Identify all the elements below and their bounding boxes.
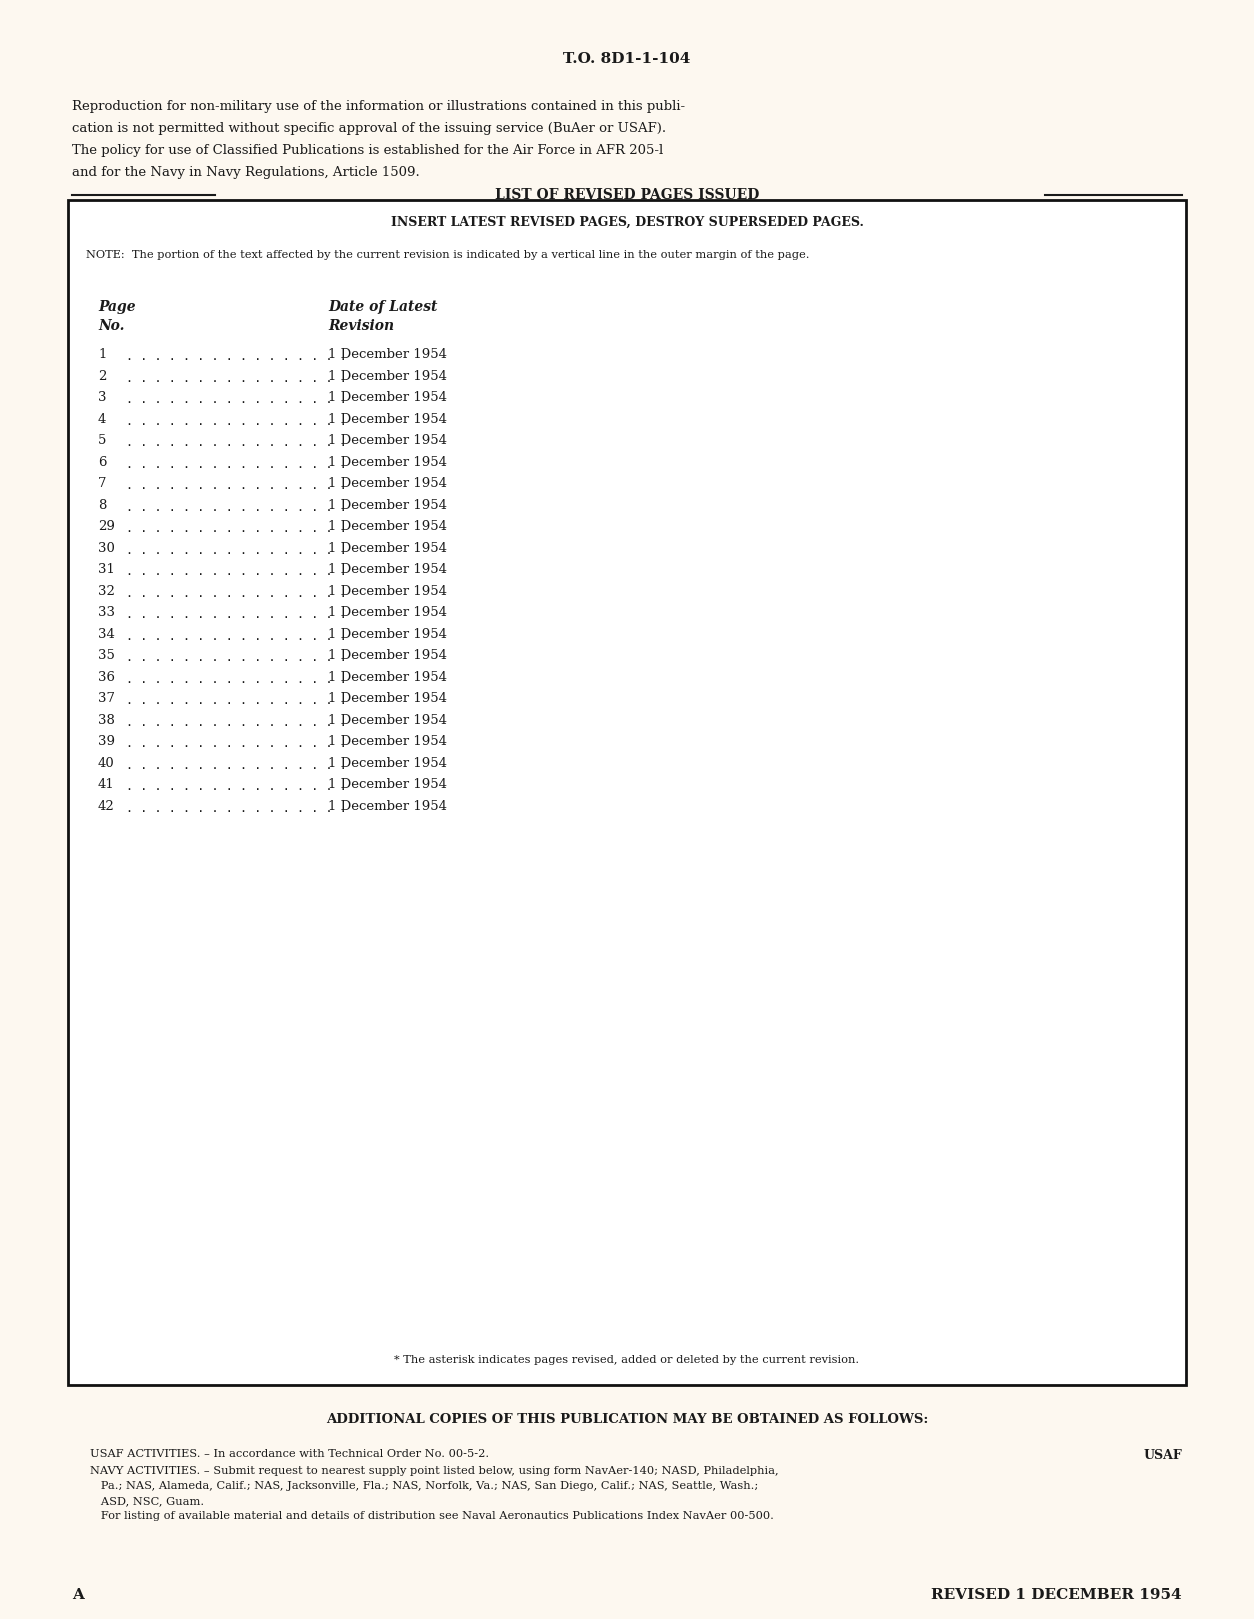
Text: ASD, NSC, Guam.: ASD, NSC, Guam. bbox=[90, 1496, 204, 1506]
Text: 35: 35 bbox=[98, 649, 115, 662]
Text: 1 December 1954: 1 December 1954 bbox=[329, 735, 446, 748]
Text: 1 December 1954: 1 December 1954 bbox=[329, 714, 446, 727]
Text: . . . . . . . . . . . . . . . .: . . . . . . . . . . . . . . . . bbox=[125, 609, 354, 622]
Text: . . . . . . . . . . . . . . . .: . . . . . . . . . . . . . . . . bbox=[125, 565, 354, 578]
Text: 1 December 1954: 1 December 1954 bbox=[329, 756, 446, 769]
Text: 1 December 1954: 1 December 1954 bbox=[329, 584, 446, 597]
Text: cation is not permitted without specific approval of the issuing service (BuAer : cation is not permitted without specific… bbox=[71, 121, 666, 134]
Text: 1 December 1954: 1 December 1954 bbox=[329, 691, 446, 704]
Text: 2: 2 bbox=[98, 369, 107, 382]
Text: 1 December 1954: 1 December 1954 bbox=[329, 413, 446, 426]
Text: 1 December 1954: 1 December 1954 bbox=[329, 520, 446, 533]
Text: 32: 32 bbox=[98, 584, 115, 597]
Text: 37: 37 bbox=[98, 691, 115, 704]
Text: 1 December 1954: 1 December 1954 bbox=[329, 800, 446, 813]
Text: . . . . . . . . . . . . . . . .: . . . . . . . . . . . . . . . . bbox=[125, 436, 354, 448]
Text: For listing of available material and details of distribution see Naval Aeronaut: For listing of available material and de… bbox=[90, 1511, 774, 1520]
Text: 38: 38 bbox=[98, 714, 115, 727]
Text: 40: 40 bbox=[98, 756, 115, 769]
Text: NOTE:  The portion of the text affected by the current revision is indicated by : NOTE: The portion of the text affected b… bbox=[87, 249, 810, 261]
Text: Pa.; NAS, Alameda, Calif.; NAS, Jacksonville, Fla.; NAS, Norfolk, Va.; NAS, San : Pa.; NAS, Alameda, Calif.; NAS, Jacksonv… bbox=[90, 1481, 759, 1491]
Text: 8: 8 bbox=[98, 499, 107, 512]
Text: 1 December 1954: 1 December 1954 bbox=[329, 649, 446, 662]
Text: 39: 39 bbox=[98, 735, 115, 748]
Text: 1 December 1954: 1 December 1954 bbox=[329, 670, 446, 683]
Text: 30: 30 bbox=[98, 541, 115, 554]
Text: 1 December 1954: 1 December 1954 bbox=[329, 392, 446, 405]
Text: 6: 6 bbox=[98, 455, 107, 468]
Text: . . . . . . . . . . . . . . . .: . . . . . . . . . . . . . . . . bbox=[125, 458, 354, 471]
Text: . . . . . . . . . . . . . . . .: . . . . . . . . . . . . . . . . bbox=[125, 393, 354, 406]
Text: . . . . . . . . . . . . . . . .: . . . . . . . . . . . . . . . . bbox=[125, 414, 354, 427]
Text: ADDITIONAL COPIES OF THIS PUBLICATION MAY BE OBTAINED AS FOLLOWS:: ADDITIONAL COPIES OF THIS PUBLICATION MA… bbox=[326, 1413, 928, 1426]
Text: A: A bbox=[71, 1588, 84, 1601]
Text: No.: No. bbox=[98, 319, 124, 334]
Text: . . . . . . . . . . . . . . . .: . . . . . . . . . . . . . . . . bbox=[125, 544, 354, 557]
Text: 31: 31 bbox=[98, 563, 115, 576]
Text: . . . . . . . . . . . . . . . .: . . . . . . . . . . . . . . . . bbox=[125, 716, 354, 729]
Text: 1 December 1954: 1 December 1954 bbox=[329, 779, 446, 792]
Text: INSERT LATEST REVISED PAGES, DESTROY SUPERSEDED PAGES.: INSERT LATEST REVISED PAGES, DESTROY SUP… bbox=[390, 215, 864, 228]
Text: * The asterisk indicates pages revised, added or deleted by the current revision: * The asterisk indicates pages revised, … bbox=[395, 1355, 859, 1365]
Bar bbox=[68, 201, 1186, 1384]
Text: . . . . . . . . . . . . . . . .: . . . . . . . . . . . . . . . . bbox=[125, 672, 354, 685]
Text: . . . . . . . . . . . . . . . .: . . . . . . . . . . . . . . . . bbox=[125, 780, 354, 793]
Text: . . . . . . . . . . . . . . . .: . . . . . . . . . . . . . . . . bbox=[125, 586, 354, 599]
Text: The policy for use of Classified Publications is established for the Air Force i: The policy for use of Classified Publica… bbox=[71, 144, 663, 157]
Text: 1 December 1954: 1 December 1954 bbox=[329, 499, 446, 512]
Text: 1 December 1954: 1 December 1954 bbox=[329, 628, 446, 641]
Text: 1: 1 bbox=[98, 348, 107, 361]
Text: . . . . . . . . . . . . . . . .: . . . . . . . . . . . . . . . . bbox=[125, 651, 354, 664]
Text: . . . . . . . . . . . . . . . .: . . . . . . . . . . . . . . . . bbox=[125, 801, 354, 814]
Text: T.O. 8D1-1-104: T.O. 8D1-1-104 bbox=[563, 52, 691, 66]
Text: NAVY ACTIVITIES. – Submit request to nearest supply point listed below, using fo: NAVY ACTIVITIES. – Submit request to nea… bbox=[90, 1465, 779, 1477]
Text: . . . . . . . . . . . . . . . .: . . . . . . . . . . . . . . . . bbox=[125, 737, 354, 750]
Text: LIST OF REVISED PAGES ISSUED: LIST OF REVISED PAGES ISSUED bbox=[495, 188, 759, 202]
Text: . . . . . . . . . . . . . . . .: . . . . . . . . . . . . . . . . bbox=[125, 630, 354, 643]
Text: 33: 33 bbox=[98, 606, 115, 618]
Text: . . . . . . . . . . . . . . . .: . . . . . . . . . . . . . . . . bbox=[125, 371, 354, 384]
Text: 1 December 1954: 1 December 1954 bbox=[329, 606, 446, 618]
Text: 1 December 1954: 1 December 1954 bbox=[329, 478, 446, 491]
Text: 1 December 1954: 1 December 1954 bbox=[329, 563, 446, 576]
Text: 3: 3 bbox=[98, 392, 107, 405]
Text: . . . . . . . . . . . . . . . .: . . . . . . . . . . . . . . . . bbox=[125, 350, 354, 363]
Text: 5: 5 bbox=[98, 434, 107, 447]
Text: . . . . . . . . . . . . . . . .: . . . . . . . . . . . . . . . . bbox=[125, 695, 354, 708]
Text: 1 December 1954: 1 December 1954 bbox=[329, 348, 446, 361]
Text: 1 December 1954: 1 December 1954 bbox=[329, 434, 446, 447]
Text: 7: 7 bbox=[98, 478, 107, 491]
Text: . . . . . . . . . . . . . . . .: . . . . . . . . . . . . . . . . bbox=[125, 500, 354, 513]
Text: Reproduction for non-military use of the information or illustrations contained : Reproduction for non-military use of the… bbox=[71, 100, 685, 113]
Text: Revision: Revision bbox=[329, 319, 394, 334]
Text: Date of Latest: Date of Latest bbox=[329, 300, 438, 314]
Text: . . . . . . . . . . . . . . . .: . . . . . . . . . . . . . . . . bbox=[125, 758, 354, 772]
Text: REVISED 1 DECEMBER 1954: REVISED 1 DECEMBER 1954 bbox=[932, 1588, 1183, 1601]
Text: 1 December 1954: 1 December 1954 bbox=[329, 455, 446, 468]
Text: . . . . . . . . . . . . . . . .: . . . . . . . . . . . . . . . . bbox=[125, 521, 354, 534]
Text: . . . . . . . . . . . . . . . .: . . . . . . . . . . . . . . . . bbox=[125, 479, 354, 492]
Text: 41: 41 bbox=[98, 779, 115, 792]
Text: and for the Navy in Navy Regulations, Article 1509.: and for the Navy in Navy Regulations, Ar… bbox=[71, 167, 420, 180]
Text: USAF: USAF bbox=[1144, 1449, 1183, 1462]
Text: Page: Page bbox=[98, 300, 135, 314]
Text: 1 December 1954: 1 December 1954 bbox=[329, 369, 446, 382]
Text: 1 December 1954: 1 December 1954 bbox=[329, 541, 446, 554]
Text: 4: 4 bbox=[98, 413, 107, 426]
Text: USAF ACTIVITIES. – In accordance with Technical Order No. 00-5-2.: USAF ACTIVITIES. – In accordance with Te… bbox=[90, 1449, 489, 1459]
Text: 34: 34 bbox=[98, 628, 115, 641]
Text: 36: 36 bbox=[98, 670, 115, 683]
Text: 29: 29 bbox=[98, 520, 115, 533]
Text: 42: 42 bbox=[98, 800, 115, 813]
